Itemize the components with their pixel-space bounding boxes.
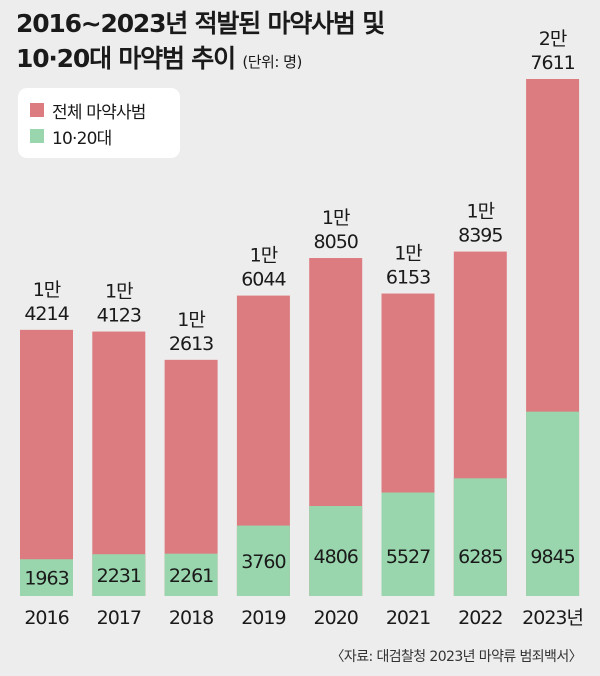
legend-item-youth: 10·20대 (30, 124, 112, 149)
youth-value-label: 1963 (24, 568, 68, 590)
bar-total-2016 (20, 329, 73, 596)
total-value-label-line1: 1만 (394, 243, 422, 265)
total-value-label-line2: 6044 (241, 269, 286, 291)
bar-total-2017 (92, 331, 146, 596)
youth-value-label: 9845 (530, 546, 574, 568)
total-value-label-line2: 8050 (314, 231, 358, 253)
x-tick-label: 2017 (97, 607, 141, 629)
youth-value-label: 6285 (458, 546, 502, 568)
total-value-label-line1: 2만 (539, 28, 567, 50)
youth-value-label: 5527 (386, 546, 430, 568)
title-line-2-text: 10·20대 마약범 추이 (16, 44, 236, 73)
total-value-label-line1: 1만 (250, 245, 278, 267)
x-tick-label: 2021 (386, 607, 430, 629)
total-value-label-line2: 8395 (458, 225, 502, 247)
youth-value-label: 3760 (241, 551, 285, 573)
total-value-label-line2: 6153 (386, 267, 430, 289)
legend-label-youth: 10·20대 (52, 128, 112, 149)
x-tick-label: 2019 (241, 607, 285, 629)
total-value-label-line2: 2613 (169, 333, 213, 355)
total-value-label-line1: 1만 (177, 309, 205, 331)
youth-value-label: 2231 (97, 565, 141, 587)
total-value-label-line1: 1만 (105, 281, 133, 303)
bar-youth-2019 (236, 525, 290, 596)
legend-swatch-total (30, 103, 44, 117)
total-value-label-line2: 4214 (24, 303, 69, 325)
total-value-label-line2: 4123 (97, 305, 141, 327)
source-note: 〈자료: 대검찰청 2023년 마약류 범죄백서〉 (330, 649, 583, 665)
bar-youth-2016 (20, 559, 73, 596)
youth-value-label: 4806 (314, 546, 358, 568)
bar-youth-2020 (309, 506, 363, 596)
x-tick-label: 2022 (458, 607, 502, 629)
legend-swatch-youth (30, 129, 44, 143)
x-tick-label: 2023년 (522, 607, 583, 629)
bar-youth-2022 (453, 478, 507, 596)
legend: 전체 마약사범 10·20대 (18, 88, 180, 158)
legend-label-total: 전체 마약사범 (52, 102, 146, 123)
total-value-label-line1: 1만 (467, 201, 495, 223)
bar-youth-2021 (381, 492, 435, 596)
unit-note: (단위: 명) (242, 53, 302, 71)
bar-youth-2023년 (526, 411, 580, 596)
total-value-label-line1: 1만 (322, 207, 350, 229)
x-tick-label: 2016 (24, 607, 68, 629)
chart-title: 2016~2023년 적발된 마약사범 및 10·20대 마약범 추이 (단위:… (16, 6, 385, 80)
bar-youth-2017 (92, 554, 146, 596)
legend-item-total: 전체 마약사범 (30, 98, 146, 123)
title-line-1: 2016~2023년 적발된 마약사범 및 (16, 9, 385, 38)
youth-value-label: 2261 (169, 565, 213, 587)
total-value-label-line2: 7611 (530, 52, 574, 74)
x-tick-label: 2020 (314, 607, 358, 629)
bar-youth-2018 (164, 553, 218, 596)
total-value-label-line1: 1만 (33, 279, 61, 301)
x-tick-label: 2018 (169, 607, 213, 629)
title-line-2: 10·20대 마약범 추이 (단위: 명) (16, 41, 384, 80)
